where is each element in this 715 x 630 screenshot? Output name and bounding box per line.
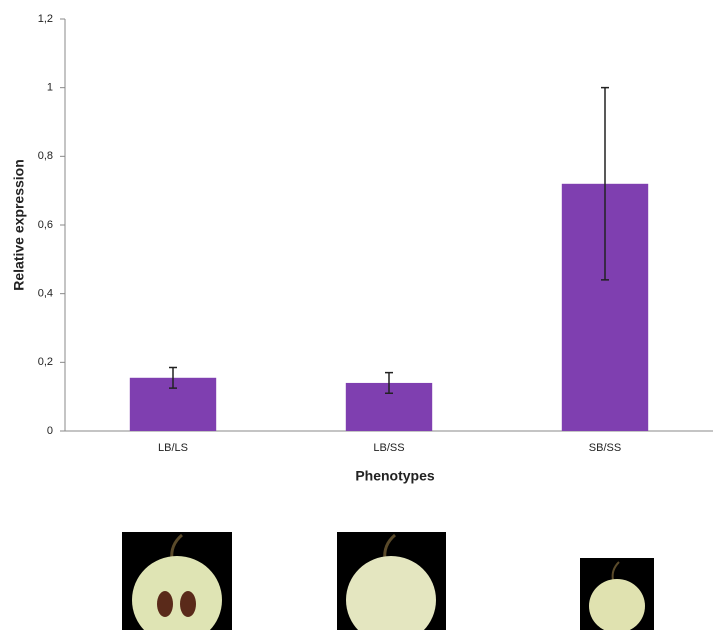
y-tick-label: 1,2 xyxy=(38,13,53,25)
x-tick-label: LB/SS xyxy=(373,442,404,454)
y-tick-label: 1 xyxy=(47,82,53,94)
y-tick-label: 0,6 xyxy=(38,219,53,231)
y-tick-label: 0,8 xyxy=(38,150,53,162)
page: Relative expression Phenotypes 0 0,2 0,4 0,… xyxy=(0,0,715,630)
y-tick-label: 0 xyxy=(47,425,53,437)
y-tick-label: 0,2 xyxy=(38,356,53,368)
photo xyxy=(122,532,232,630)
chart: Relative expression Phenotypes 0 0,2 0,4 0,… xyxy=(0,0,715,630)
photo xyxy=(580,558,654,630)
x-tick-label: LB/LS xyxy=(158,442,188,454)
photo xyxy=(337,532,446,630)
x-axis-title: Phenotypes xyxy=(355,468,435,484)
y-axis-title: Relative expression xyxy=(11,159,27,291)
y-tick-label: 0,4 xyxy=(38,288,53,300)
x-tick-label: SB/SS xyxy=(589,442,621,454)
